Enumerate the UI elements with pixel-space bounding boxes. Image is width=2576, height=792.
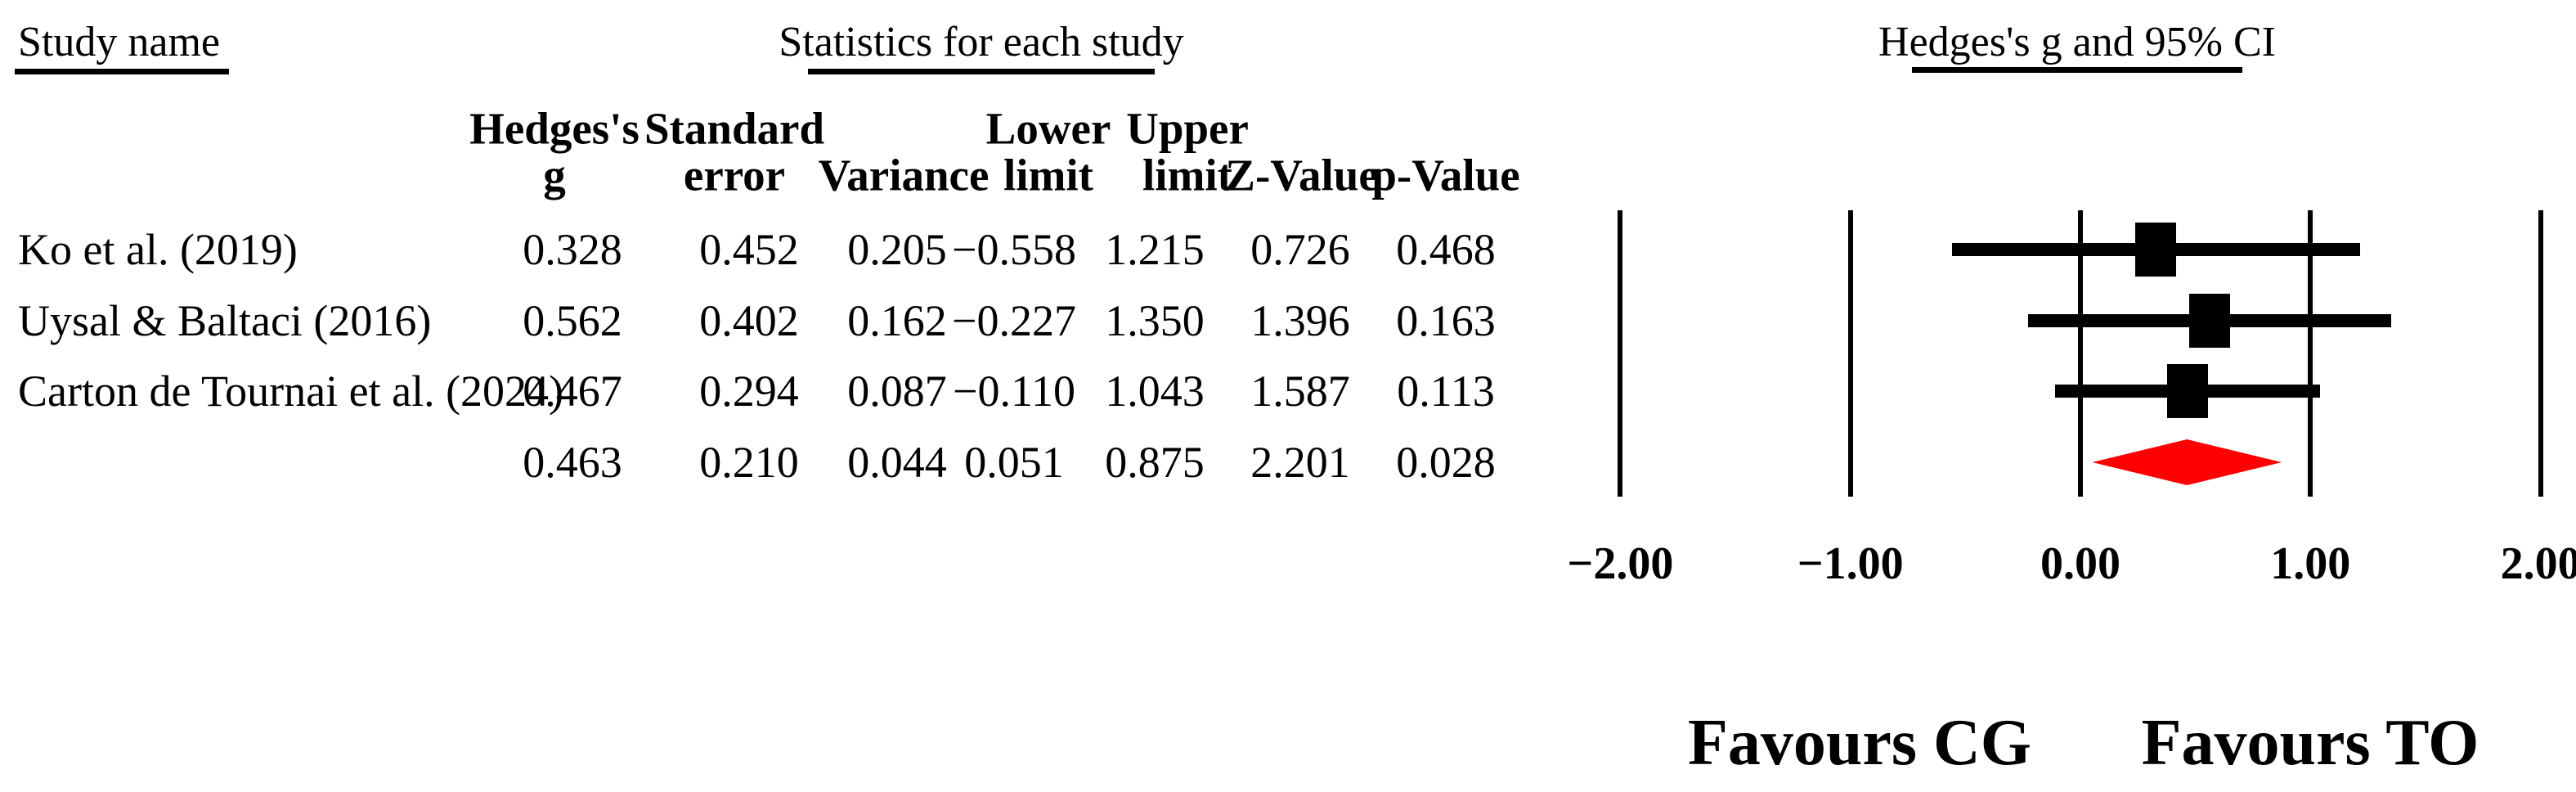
study-row-name: Ko et al. (2019)	[18, 225, 298, 274]
column-header-line2: error	[683, 150, 786, 200]
axis-gridline	[2078, 210, 2083, 497]
effect-square	[2135, 223, 2177, 277]
axis-tick-label: 2.00	[2500, 538, 2576, 589]
study-row-cell: −0.110	[953, 367, 1075, 416]
column-header-line1: Standard	[644, 103, 825, 154]
column-header-line2: g	[543, 150, 566, 200]
axis-tick-label: −2.00	[1567, 538, 1674, 589]
study-row-cell: 1.043	[1105, 367, 1205, 416]
favours-to-label: Favours TO	[2141, 707, 2480, 779]
study-row-cell: 0.162	[847, 296, 947, 345]
section-title-study-name: Study name	[18, 19, 220, 65]
study-row-cell: −0.558	[952, 225, 1076, 274]
favours-cg-label: Favours CG	[1688, 707, 2031, 779]
summary-row-cell: 0.028	[1396, 438, 1496, 487]
column-header-line1: Lower	[985, 103, 1111, 154]
axis-gridline	[1618, 210, 1623, 497]
axis-gridline	[2538, 210, 2543, 497]
column-header-line2: limit	[1142, 150, 1232, 200]
summary-row-cell: 2.201	[1250, 438, 1350, 487]
study-row-name: Carton de Tournai et al. (2024)	[18, 367, 564, 416]
summary-row-cell: 0.210	[699, 438, 799, 487]
summary-row-cell: 0.875	[1105, 438, 1205, 487]
summary-row-cell: 0.463	[523, 438, 622, 487]
study-row-cell: 0.468	[1396, 225, 1496, 274]
hedges-ci-underline	[1912, 67, 2242, 73]
axis-tick-label: 0.00	[2040, 538, 2120, 589]
statistics-underline	[808, 69, 1155, 74]
study-row-cell: 1.587	[1250, 367, 1350, 416]
column-header-line2: p-Value	[1371, 150, 1520, 200]
study-row-cell: 1.396	[1250, 296, 1350, 345]
column-header-line1: Hedges's	[469, 103, 640, 154]
study-row-cell: 0.087	[847, 367, 947, 416]
study-row-cell: 0.402	[699, 296, 799, 345]
column-header-line2: Variance	[818, 150, 990, 200]
study-row-cell: 0.205	[847, 225, 947, 274]
section-title-hedges-ci: Hedges's g and 95% CI	[1878, 19, 2276, 65]
summary-diamond	[2092, 439, 2282, 485]
study-row-cell: 0.328	[523, 225, 622, 274]
study-row-cell: 0.467	[523, 367, 622, 416]
summary-row-cell: 0.051	[964, 438, 1064, 487]
column-header-line2: Z-Value	[1225, 150, 1379, 200]
summary-row-cell: 0.044	[847, 438, 947, 487]
study-row-cell: 1.215	[1105, 225, 1205, 274]
section-title-statistics: Statistics for each study	[779, 19, 1184, 65]
study-row-cell: 0.163	[1396, 296, 1496, 345]
study-row-cell: 0.726	[1250, 225, 1350, 274]
study-row-cell: 1.350	[1105, 296, 1205, 345]
study-row-cell: 0.562	[523, 296, 622, 345]
effect-square	[2189, 294, 2231, 348]
column-header-line1: Upper	[1126, 103, 1249, 154]
study-row-cell: 0.452	[699, 225, 799, 274]
axis-gridline	[2308, 210, 2313, 497]
study-name-underline	[15, 69, 229, 74]
effect-square	[2167, 364, 2209, 418]
study-row-cell: 0.113	[1397, 367, 1495, 416]
axis-tick-label: 1.00	[2270, 538, 2351, 589]
study-row-cell: −0.227	[952, 296, 1076, 345]
study-row-name: Uysal & Baltaci (2016)	[18, 296, 432, 345]
axis-gridline	[1847, 210, 1853, 497]
axis-tick-label: −1.00	[1797, 538, 1904, 589]
column-header-line2: limit	[1003, 150, 1093, 200]
study-row-cell: 0.294	[699, 367, 799, 416]
